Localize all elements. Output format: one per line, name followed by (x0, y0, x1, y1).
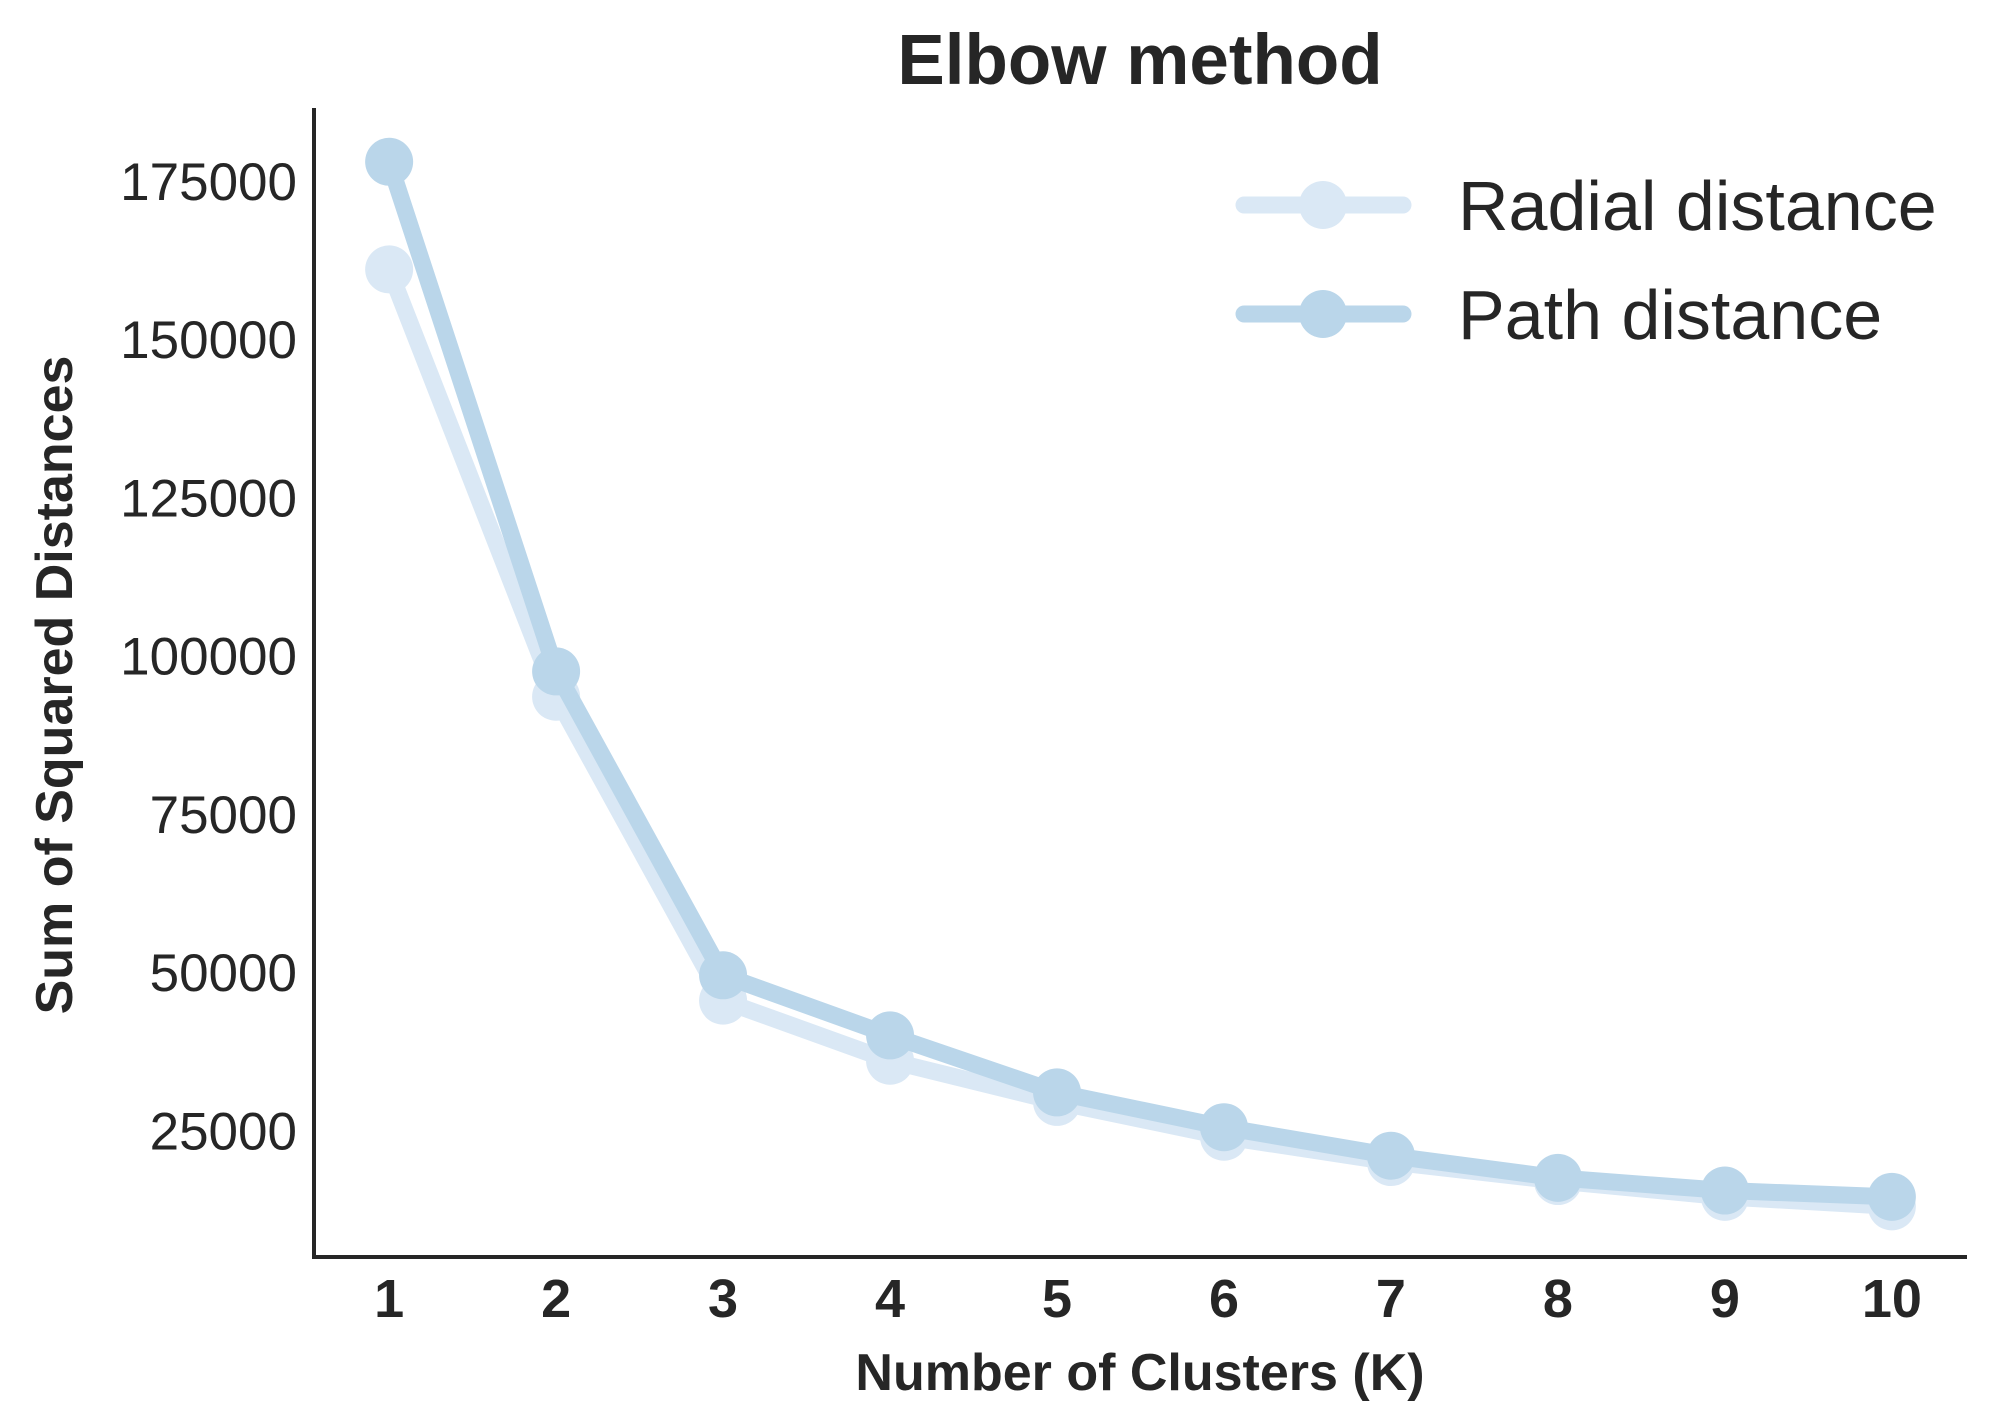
x-tick-label: 7 (1376, 1269, 1406, 1329)
data-point-path-distance (866, 1011, 915, 1060)
x-tick-label: 2 (541, 1269, 571, 1329)
x-axis-label: Number of Clusters (K) (855, 1344, 1424, 1402)
x-tick-label: 5 (1042, 1269, 1072, 1329)
chart-title: Elbow method (897, 21, 1382, 100)
data-point-path-distance (1533, 1153, 1582, 1202)
y-tick-label: 75000 (150, 786, 297, 845)
data-point-radial-distance (365, 245, 414, 294)
x-tick-label: 9 (1710, 1269, 1740, 1329)
y-tick-label: 175000 (120, 153, 297, 212)
data-point-path-distance (1366, 1131, 1415, 1180)
data-point-path-distance (1199, 1103, 1248, 1152)
data-point-path-distance (1033, 1068, 1082, 1117)
series-path-distance (365, 137, 1916, 1221)
series-line-radial-distance (380, 260, 1901, 1215)
x-tick-label: 10 (1862, 1269, 1922, 1329)
x-tick-label: 3 (708, 1269, 738, 1329)
x-tick-label: 6 (1209, 1269, 1239, 1329)
legend: Radial distance Path distance (1235, 167, 1937, 354)
data-point-path-distance (365, 137, 414, 186)
data-point-path-distance (1700, 1166, 1749, 1215)
legend-label-path-distance: Path distance (1458, 276, 1882, 354)
y-tick-label: 100000 (120, 628, 297, 687)
x-tick-labels: 1 2 3 4 5 6 7 8 9 10 (374, 1269, 1922, 1329)
legend-marker-path-distance (1299, 290, 1347, 338)
y-tick-label: 125000 (120, 469, 297, 528)
x-tick-label: 1 (374, 1269, 404, 1329)
data-point-path-distance (699, 951, 748, 1000)
y-tick-label: 50000 (150, 944, 297, 1003)
x-tick-label: 8 (1543, 1269, 1573, 1329)
y-axis-label: Sum of Squared Distances (26, 356, 84, 1015)
series-line-path-distance (380, 153, 1901, 1206)
data-point-path-distance (532, 647, 581, 696)
y-tick-label: 150000 (120, 311, 297, 370)
data-point-path-distance (1867, 1172, 1916, 1221)
legend-label-radial-distance: Radial distance (1458, 167, 1937, 245)
x-tick-label: 4 (875, 1269, 905, 1329)
y-tick-labels: 25000 50000 75000 100000 125000 150000 175000 (120, 153, 297, 1162)
y-tick-label: 25000 (150, 1102, 297, 1161)
legend-marker-radial-distance (1299, 181, 1347, 229)
series-layer (365, 137, 1916, 1231)
